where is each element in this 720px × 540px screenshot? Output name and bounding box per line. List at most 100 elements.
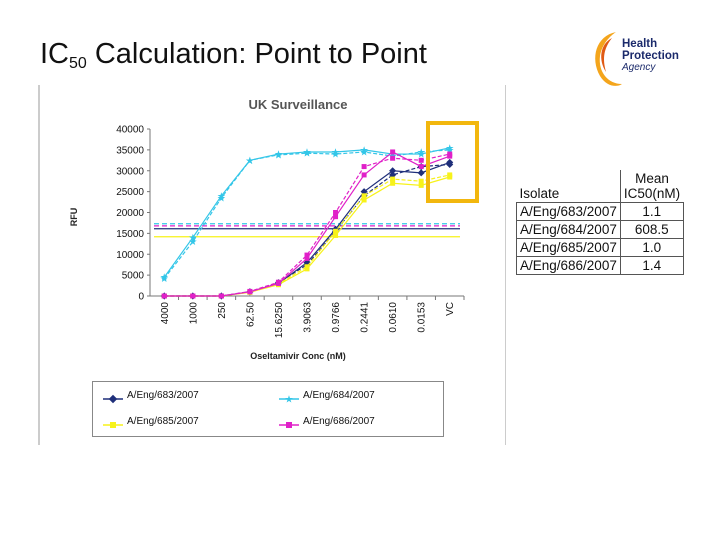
table-row: A/Eng/684/2007 608.5 [516, 220, 684, 239]
series-1-replicate-point: ★ [274, 150, 283, 161]
series-3-point [447, 153, 453, 159]
header-mean-line-2: IC50(nM) [623, 186, 681, 201]
legend-swatch-684: ★ [279, 391, 299, 406]
x-tick-label: 0.9766 [331, 302, 342, 333]
logo-line-2: Protection [622, 50, 679, 62]
x-tick-label: 15.6250 [274, 302, 285, 339]
svg-text:★: ★ [285, 395, 294, 405]
series-3-point [390, 149, 396, 155]
series-1-replicate-line [163, 149, 450, 279]
series-1-point: ★ [274, 150, 283, 161]
series-0-point [446, 158, 454, 166]
series-2-point [304, 266, 310, 272]
y-axis-label: RFU [69, 208, 79, 227]
series-1-point: ★ [360, 145, 369, 156]
series-3-point [304, 255, 310, 261]
series-3-point [361, 172, 367, 178]
row-isolate: A/Eng/685/2007 [516, 238, 621, 257]
chart-svg: UK Surveillance 050001000015000200002500… [69, 97, 465, 361]
series-2-point [361, 197, 367, 203]
series-3-point [333, 214, 339, 220]
series-0-point [389, 167, 397, 175]
x-tick-label: 62.50 [245, 302, 256, 327]
header-mean-line-1: Mean [635, 171, 669, 186]
row-isolate: A/Eng/686/2007 [516, 256, 621, 275]
legend-label-685: A/Eng/685/2007 [127, 416, 199, 427]
series-1-point: ★ [217, 191, 226, 202]
y-tick-label: 35000 [116, 145, 144, 156]
legend-swatch-686 [279, 417, 299, 428]
series-1-replicate-point: ★ [217, 193, 226, 204]
series-3-replicate-point [304, 252, 310, 258]
x-tick-label: 1000 [188, 302, 199, 325]
table-row: A/Eng/686/2007 1.4 [516, 256, 684, 275]
legend-swatch-685 [103, 417, 123, 428]
series-0-replicate-line [164, 163, 450, 297]
series-2-point [333, 232, 339, 238]
chart-title: UK Surveillance [249, 97, 348, 112]
title-rest: Calculation: Point to Point [86, 38, 427, 70]
series-1-point: ★ [188, 233, 197, 244]
y-tick-label: 15000 [116, 229, 144, 240]
series-3-point [190, 293, 196, 299]
row-value: 1.1 [619, 202, 684, 221]
series-1-replicate-point: ★ [303, 149, 312, 160]
header-isolate: Isolate [516, 170, 621, 203]
y-tick-label: 5000 [122, 271, 145, 282]
y-tick-label: 10000 [116, 250, 144, 261]
table-row: A/Eng/685/2007 1.0 [516, 238, 684, 257]
logo-line-1: Health [622, 38, 658, 50]
plot-layer: 0500010000150002000025000300003500040000… [116, 125, 465, 339]
series-1-point: ★ [303, 147, 312, 158]
series-1-point: ★ [388, 150, 397, 161]
series-1-point: ★ [445, 143, 454, 154]
row-isolate: A/Eng/684/2007 [516, 220, 621, 239]
series-3-point [418, 164, 424, 170]
series-3-replicate-point [418, 157, 424, 163]
series-2-replicate-line [164, 174, 450, 297]
vc-highlight-box [426, 121, 479, 203]
chart-legend: A/Eng/683/2007 ★ A/Eng/684/2007 A/Eng/68… [92, 381, 444, 437]
series-3-replicate-point [390, 155, 396, 161]
row-isolate: A/Eng/683/2007 [516, 202, 621, 221]
series-1-replicate-point: ★ [445, 145, 454, 156]
series-1-point: ★ [417, 150, 426, 161]
series-3-point [247, 289, 253, 295]
row-value: 1.0 [619, 238, 684, 257]
x-tick-label: 4000 [160, 302, 171, 325]
x-tick-label: 0.0153 [417, 302, 428, 333]
series-3-point [218, 293, 224, 299]
series-3-replicate-point [361, 164, 367, 170]
x-tick-label: 250 [217, 302, 228, 319]
series-2-point [390, 180, 396, 186]
y-tick-label: 30000 [116, 166, 144, 177]
y-tick-label: 25000 [116, 187, 144, 198]
series-3-point [161, 293, 167, 299]
series-2-replicate-point [390, 176, 396, 182]
title-main: IC [40, 38, 69, 70]
legend-swatch-683 [103, 391, 123, 404]
series-1-replicate-point: ★ [417, 147, 426, 158]
y-tick-label: 20000 [116, 208, 144, 219]
series-1-replicate-point: ★ [360, 147, 369, 158]
series-1-point: ★ [245, 156, 254, 167]
series-1-replicate-point: ★ [331, 150, 340, 161]
legend-label-683: A/Eng/683/2007 [127, 390, 199, 401]
logo-line-3: Agency [622, 62, 656, 73]
series-3-replicate-point [333, 210, 339, 215]
hpa-logo: Health Protection Agency [590, 28, 710, 98]
legend-label-686: A/Eng/686/2007 [303, 416, 375, 427]
series-2-point [418, 182, 424, 188]
table-header-row: Isolate Mean IC50(nM) [516, 170, 684, 203]
x-tick-label: 0.0610 [388, 302, 399, 333]
series-1-replicate-point: ★ [188, 237, 197, 248]
series-1-point: ★ [160, 273, 169, 284]
y-tick-label: 0 [138, 292, 144, 303]
series-2-replicate-point [418, 178, 424, 184]
series-2-point [447, 174, 453, 180]
series-1-replicate-point: ★ [245, 156, 254, 167]
series-1-line [163, 147, 450, 278]
row-value: 1.4 [619, 256, 684, 275]
x-tick-label: VC [445, 302, 456, 316]
series-2-replicate-point [333, 228, 339, 234]
